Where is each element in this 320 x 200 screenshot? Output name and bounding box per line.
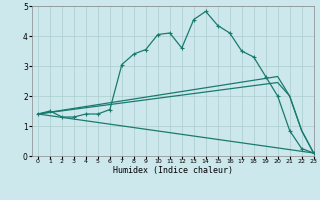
X-axis label: Humidex (Indice chaleur): Humidex (Indice chaleur) [113, 166, 233, 175]
